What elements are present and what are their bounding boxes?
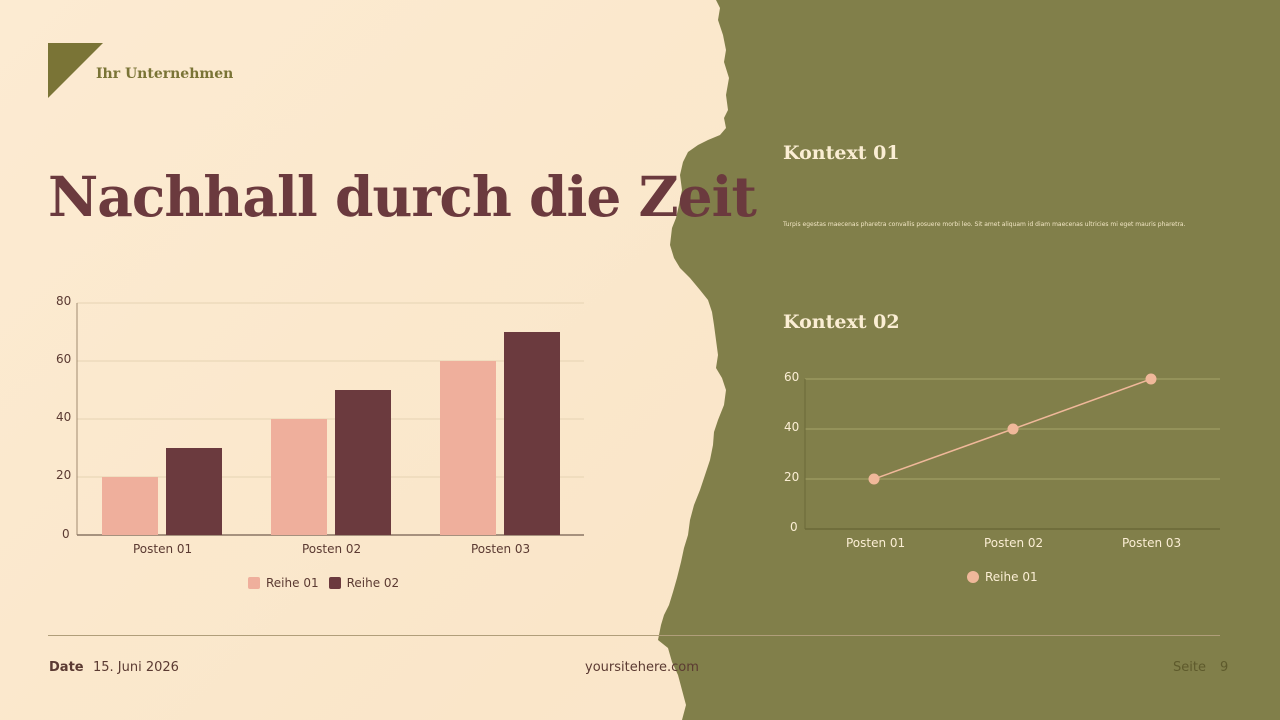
legend-swatch-reihe02 [328,577,341,589]
date-label: Date [49,660,84,675]
bar-chart-plot [76,302,584,536]
page-title: Nachhall durch die Zeit [48,164,757,229]
date-value: 15. Juni 2026 [93,660,179,675]
y-tick: 0 [62,527,70,541]
legend-label: Reihe 01 [985,570,1038,584]
y-tick: 80 [56,294,72,308]
bar-posten03-reihe02 [504,332,560,535]
y-tick: 0 [790,520,798,534]
website-link[interactable]: yoursitehere.com [585,660,699,675]
y-tick: 60 [56,352,72,366]
y-tick: 40 [56,410,72,424]
bar-posten01-reihe02 [166,448,222,535]
x-tick: Posten 03 [471,542,531,556]
y-tick: 60 [784,370,800,384]
page-number: 9 [1220,660,1229,675]
bar-posten03-reihe01 [440,361,496,535]
line-chart-plot [804,373,1220,530]
x-tick: Posten 01 [846,536,906,550]
bar-chart-legend: Reihe 01 Reihe 02 [248,576,399,590]
y-tick: 20 [784,470,800,484]
legend-marker-reihe01 [967,571,979,583]
context-02-title: Kontext 02 [783,311,900,333]
page-label: Seite [1173,660,1206,675]
point-posten01 [868,473,880,485]
legend-swatch-reihe01 [248,577,260,589]
y-tick: 20 [56,468,72,482]
bar-posten01-reihe01 [102,477,158,535]
x-tick: Posten 02 [984,536,1044,550]
y-tick: 40 [784,420,800,434]
x-tick: Posten 03 [1122,536,1182,550]
legend-label: Reihe 01 [266,576,319,590]
context-01-title: Kontext 01 [783,142,900,164]
bar-posten02-reihe01 [271,419,327,535]
x-tick: Posten 02 [302,542,362,556]
footer-divider [48,635,1220,636]
bar-posten02-reihe02 [335,390,391,535]
point-posten03 [1145,373,1157,385]
line-chart-legend: Reihe 01 [967,570,1038,584]
logo-triangle-icon [48,43,103,98]
x-tick: Posten 01 [133,542,193,556]
point-posten02 [1007,423,1019,435]
context-01-text: Turpis egestas maecenas pharetra convall… [783,221,1186,228]
legend-label: Reihe 02 [346,576,400,590]
company-name: Ihr Unternehmen [96,66,234,82]
